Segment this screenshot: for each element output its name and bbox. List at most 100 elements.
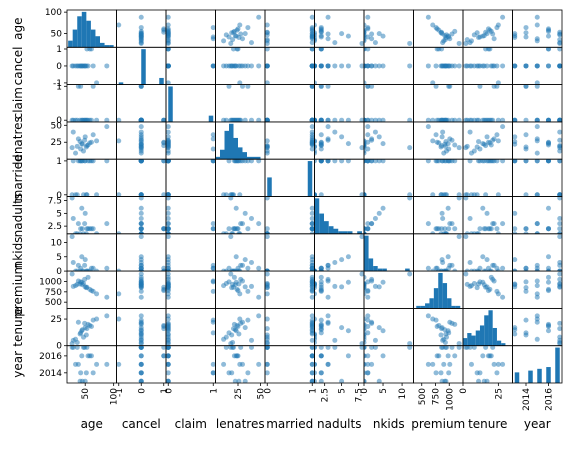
point xyxy=(265,196,270,201)
point xyxy=(78,226,84,232)
point xyxy=(364,80,367,85)
point xyxy=(90,317,96,323)
point xyxy=(77,331,83,337)
point xyxy=(365,330,371,336)
point xyxy=(87,353,93,359)
y-tick-label: 100 xyxy=(45,8,62,18)
point xyxy=(161,268,166,272)
cell-frame xyxy=(165,9,216,48)
point xyxy=(166,139,171,145)
cell-frame xyxy=(264,121,315,160)
point xyxy=(439,192,445,197)
point xyxy=(73,361,79,367)
point xyxy=(314,80,317,85)
point xyxy=(376,117,382,122)
point xyxy=(364,378,367,384)
point xyxy=(372,337,378,343)
cell xyxy=(463,271,506,300)
hist-bar xyxy=(104,45,110,48)
point xyxy=(318,132,324,138)
point xyxy=(210,34,216,40)
point xyxy=(226,370,232,376)
hist-bar xyxy=(475,330,480,346)
point xyxy=(265,370,270,376)
point xyxy=(314,150,317,156)
point xyxy=(364,47,367,52)
x-tick-label: -1 xyxy=(115,388,125,397)
point xyxy=(265,231,270,234)
point xyxy=(84,143,90,149)
point xyxy=(79,205,85,211)
point xyxy=(79,254,85,260)
point xyxy=(345,159,351,164)
point xyxy=(309,337,315,343)
point xyxy=(325,276,331,282)
point xyxy=(236,117,242,122)
point xyxy=(534,313,540,319)
cell-frame xyxy=(264,158,315,197)
point xyxy=(82,262,88,268)
point xyxy=(249,117,254,122)
cell-frame xyxy=(314,84,365,123)
point xyxy=(104,313,110,319)
point xyxy=(445,353,451,359)
cell xyxy=(512,84,562,122)
point xyxy=(73,268,79,272)
point xyxy=(309,14,315,20)
cell xyxy=(364,313,413,346)
point xyxy=(256,14,262,20)
point xyxy=(439,29,445,35)
point xyxy=(138,336,144,342)
point xyxy=(433,226,439,232)
point xyxy=(483,345,489,350)
point xyxy=(439,326,445,332)
point xyxy=(309,25,315,31)
point xyxy=(433,25,439,31)
point xyxy=(226,34,232,40)
point xyxy=(430,80,436,85)
point xyxy=(523,285,529,291)
point xyxy=(77,268,83,272)
point xyxy=(309,231,315,234)
cell xyxy=(116,234,166,272)
cell xyxy=(364,196,413,234)
point xyxy=(430,117,436,122)
point xyxy=(467,259,473,265)
point xyxy=(339,284,345,290)
cell xyxy=(69,124,110,156)
point xyxy=(364,353,367,359)
x-axis-label: nadults xyxy=(317,417,361,431)
point xyxy=(365,317,371,323)
point xyxy=(534,231,540,234)
point xyxy=(161,284,166,290)
cell xyxy=(364,47,413,85)
point xyxy=(228,40,234,46)
point xyxy=(265,138,270,144)
cell-frame xyxy=(264,46,315,85)
point xyxy=(407,196,413,201)
cell xyxy=(116,124,166,156)
point xyxy=(446,226,452,232)
point xyxy=(464,281,470,287)
cell xyxy=(116,271,166,300)
cell-frame xyxy=(165,345,216,384)
point xyxy=(376,159,382,164)
cell xyxy=(416,272,461,309)
cell xyxy=(166,196,216,234)
point xyxy=(441,361,447,367)
point xyxy=(480,353,486,359)
point xyxy=(332,63,338,69)
point xyxy=(365,63,371,69)
point xyxy=(365,84,371,89)
cell xyxy=(425,345,462,384)
cell xyxy=(265,84,315,122)
point xyxy=(249,337,254,343)
point xyxy=(523,63,529,69)
point xyxy=(166,265,171,271)
cell xyxy=(364,14,413,46)
point xyxy=(82,210,88,216)
point xyxy=(369,320,375,326)
point xyxy=(166,378,171,384)
point xyxy=(477,84,483,89)
point xyxy=(546,33,551,39)
